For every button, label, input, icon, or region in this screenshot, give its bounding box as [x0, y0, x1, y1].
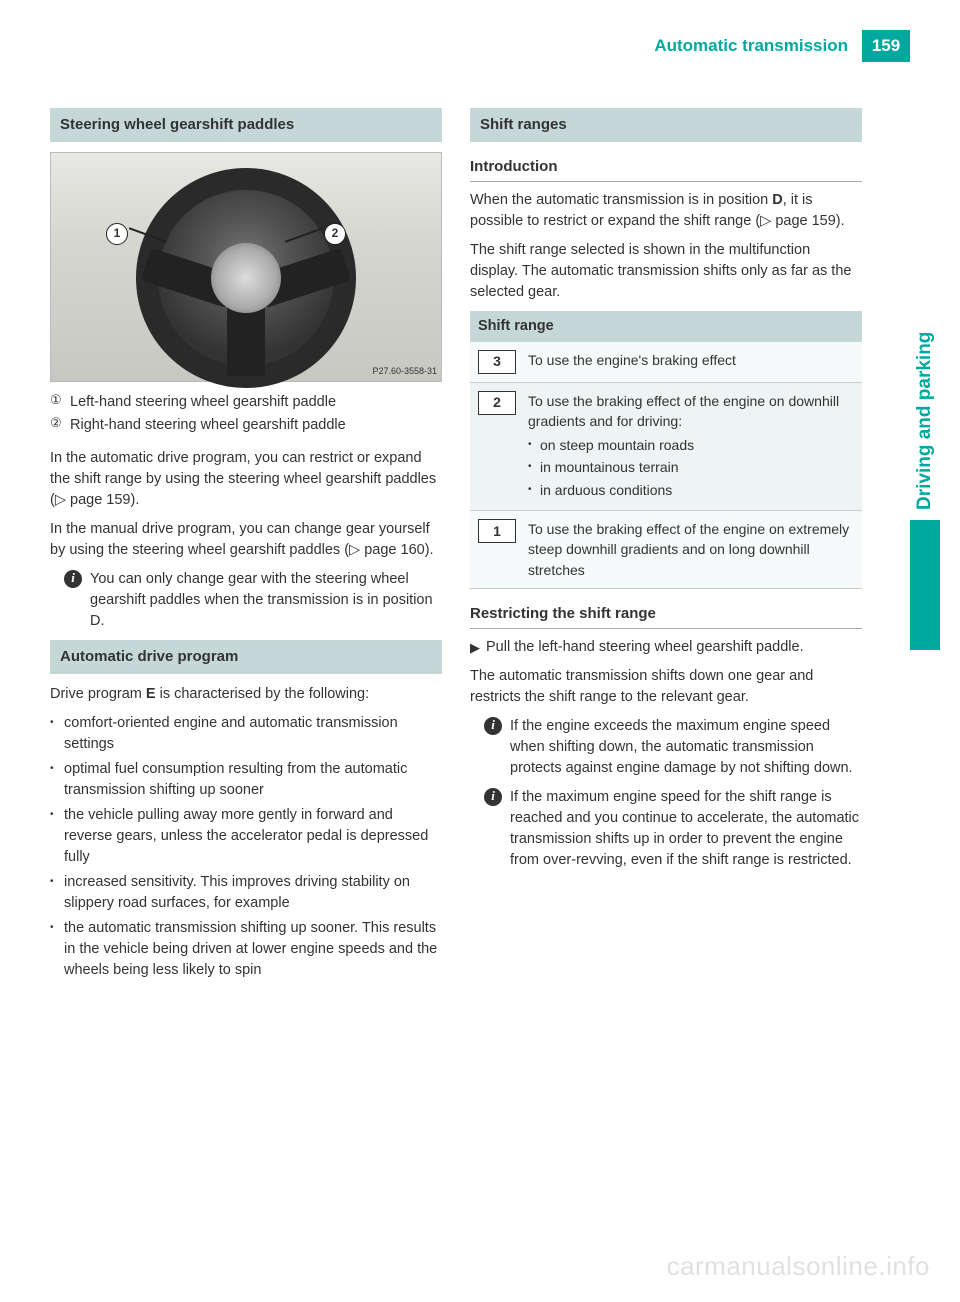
paragraph: In the automatic drive program, you can … [50, 448, 442, 511]
info-note: i If the engine exceeds the maximum engi… [470, 716, 862, 779]
legend-text: Left-hand steering wheel gearshift paddl… [70, 392, 442, 413]
shift-range-table: Shift range 3 To use the engine's brakin… [470, 311, 862, 589]
image-ref: P27.60-3558-31 [372, 365, 437, 378]
legend-num: ② [50, 415, 70, 436]
table-row: 1 To use the braking effect of the engin… [470, 511, 862, 589]
action-text: Pull the left-hand steering wheel gearsh… [486, 637, 862, 658]
watermark: carmanualsonline.info [667, 1251, 930, 1282]
info-text: You can only change gear with the steeri… [90, 569, 442, 632]
left-column: Steering wheel gearshift paddles 1 2 P27… [50, 100, 442, 985]
side-tab-label: Driving and parking [910, 170, 940, 520]
header-bar: Automatic transmission 159 [654, 30, 910, 62]
bullet-item: the vehicle pulling away more gently in … [64, 805, 442, 868]
section-heading: Shift ranges [470, 108, 862, 142]
chapter-title: Automatic transmission [654, 30, 862, 62]
paragraph: In the manual drive program, you can cha… [50, 519, 442, 561]
callout-2: 2 [324, 223, 346, 245]
right-column: Shift ranges Introduction When the autom… [470, 100, 862, 985]
info-icon: i [484, 788, 502, 806]
bullet-item: optimal fuel consumption resulting from … [64, 759, 442, 801]
table-row: 3 To use the engine's braking effect [470, 342, 862, 383]
callout-1: 1 [106, 223, 128, 245]
info-icon: i [64, 570, 82, 588]
action-arrow-icon: ▶ [470, 637, 486, 658]
gear-desc: To use the braking effect of the engine … [528, 391, 854, 502]
paragraph: When the automatic transmission is in po… [470, 190, 862, 232]
paragraph: The shift range selected is shown in the… [470, 240, 862, 303]
info-text: If the engine exceeds the maximum engine… [510, 716, 862, 779]
info-text: If the maximum engine speed for the shif… [510, 787, 862, 871]
sub-bullet: in arduous conditions [540, 480, 672, 500]
info-note: i You can only change gear with the stee… [50, 569, 442, 632]
gear-desc: To use the engine's braking effect [528, 350, 854, 374]
side-tab-block [910, 520, 940, 650]
info-icon: i [484, 717, 502, 735]
bullet-item: comfort-oriented engine and automatic tr… [64, 713, 442, 755]
section-heading: Steering wheel gearshift paddles [50, 108, 442, 142]
sub-heading: Introduction [470, 156, 862, 182]
info-note: i If the maximum engine speed for the sh… [470, 787, 862, 871]
steering-wheel-image: 1 2 P27.60-3558-31 [50, 152, 442, 382]
table-header: Shift range [470, 311, 862, 342]
sub-bullet: on steep mountain roads [540, 435, 694, 455]
table-row: 2 To use the braking effect of the engin… [470, 383, 862, 511]
gear-desc: To use the braking effect of the engine … [528, 519, 854, 580]
page-number: 159 [862, 30, 910, 62]
action-result: The automatic transmission shifts down o… [470, 666, 862, 708]
gear-label: 2 [478, 391, 516, 415]
gear-label: 3 [478, 350, 516, 374]
callout-legend: ① Left-hand steering wheel gearshift pad… [50, 392, 442, 436]
section-heading: Automatic drive program [50, 640, 442, 674]
paragraph: Drive program E is characterised by the … [50, 684, 442, 705]
bullet-item: the automatic transmission shifting up s… [64, 918, 442, 981]
bullet-list: comfort-oriented engine and automatic tr… [50, 713, 442, 981]
side-tab: Driving and parking [910, 170, 940, 650]
sub-heading: Restricting the shift range [470, 603, 862, 629]
bullet-item: increased sensitivity. This improves dri… [64, 872, 442, 914]
legend-text: Right-hand steering wheel gearshift padd… [70, 415, 442, 436]
sub-bullet: in mountainous terrain [540, 457, 679, 477]
gear-label: 1 [478, 519, 516, 543]
legend-num: ① [50, 392, 70, 413]
action-step: ▶ Pull the left-hand steering wheel gear… [470, 637, 862, 658]
